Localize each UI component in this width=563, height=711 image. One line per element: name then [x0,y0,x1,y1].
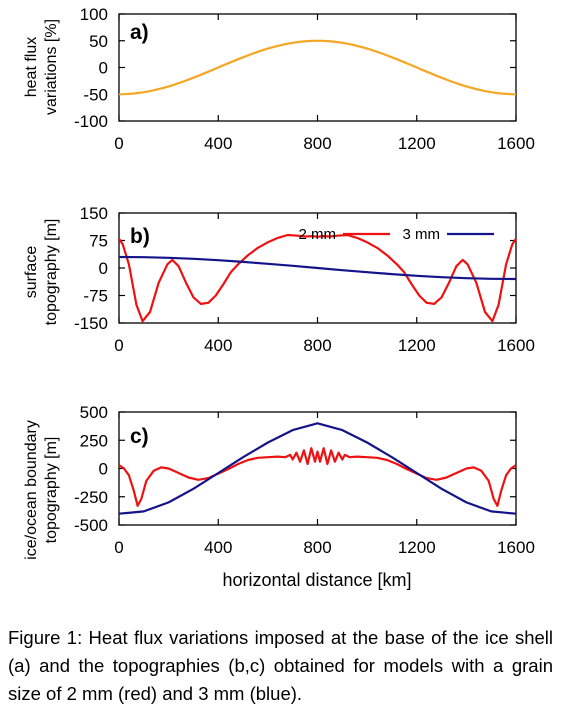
ylabel-a-line2: variations [%] [43,19,60,115]
xtick-label-a-1200: 1200 [398,134,436,153]
xtick-label-c-0: 0 [114,538,123,557]
series-line-b-2mm [118,233,517,323]
ylabel-c-line1: ice/ocean boundary [23,420,40,560]
ytick-label-b-150: 150 [80,204,108,223]
ytick-label-c--500: -500 [74,516,108,535]
xtick-label-b-1600: 1600 [497,336,535,355]
panel-label-a: a) [130,21,149,44]
xtick-label-b-400: 400 [204,336,232,355]
ytick-label-a-100: 100 [80,5,108,24]
panel-label-b: b) [130,225,150,248]
figure-caption: Figure 1: Heat flux variations imposed a… [8,627,553,704]
ytick-label-a-0: 0 [99,59,108,78]
ytick-label-a-50: 50 [89,32,108,51]
xtick-label-c-400: 400 [204,538,232,557]
xtick-label-a-800: 800 [303,134,331,153]
ytick-label-b-75: 75 [89,232,108,251]
plot-frame-a [118,13,517,122]
ytick-label-a--100: -100 [74,112,108,131]
ytick-label-a--50: -50 [83,85,108,104]
series-line-a-s0 [118,39,517,96]
ytick-label-b--75: -75 [83,287,108,306]
panel-label-c: c) [130,425,149,448]
legend-label-2mm: 2 mm [299,226,337,243]
ticks-b: 0 400 800 1200 1600 150 75 0 -75 -150 [74,204,535,355]
ytick-label-c-0: 0 [99,460,108,479]
xtick-label-b-0: 0 [114,336,123,355]
ylabel-b-line1: surface [23,246,40,299]
ytick-label-c--250: -250 [74,488,108,507]
plot-frame-c [118,411,517,526]
series-group-b [118,233,517,323]
xtick-label-c-1600: 1600 [497,538,535,557]
xtick-label-b-800: 800 [303,336,331,355]
ytick-label-b-0: 0 [99,259,108,278]
ylabel-b-line2: topography [m] [43,219,60,326]
xtick-label-a-1600: 1600 [497,134,535,153]
xtick-label-a-400: 400 [204,134,232,153]
ytick-label-c-500: 500 [80,403,108,422]
legend: 2 mm 3 mm [299,226,494,243]
xtick-label-c-800: 800 [303,538,331,557]
legend-label-3mm: 3 mm [403,226,441,243]
series-line-b-3mm [118,255,517,281]
xtick-label-b-1200: 1200 [398,336,436,355]
series-group-a [118,39,517,96]
xtick-label-a-0: 0 [114,134,123,153]
xlabel-c: horizontal distance [km] [222,570,411,590]
ylabel-a-line1: heat flux [23,37,40,97]
series-line-c-3mm [118,422,517,515]
panel-a: 0 400 800 1200 1600 100 50 0 -50 -100 a) heat flu… [23,5,535,153]
ytick-label-c-250: 250 [80,431,108,450]
ylabel-c-line2: topography [m] [43,437,60,544]
ytick-label-b--150: -150 [74,314,108,333]
series-line-c-2mm [118,447,517,507]
panel-c: 0 400 800 1200 1600 500 250 0 -250 -500 c) ice/oc… [23,403,535,590]
xtick-label-c-1200: 1200 [398,538,436,557]
ticks-a: 0 400 800 1200 1600 100 50 0 -50 -100 [74,5,535,153]
ticks-c: 0 400 800 1200 1600 500 250 0 -250 -500 [74,403,535,557]
series-group-c [118,422,517,515]
